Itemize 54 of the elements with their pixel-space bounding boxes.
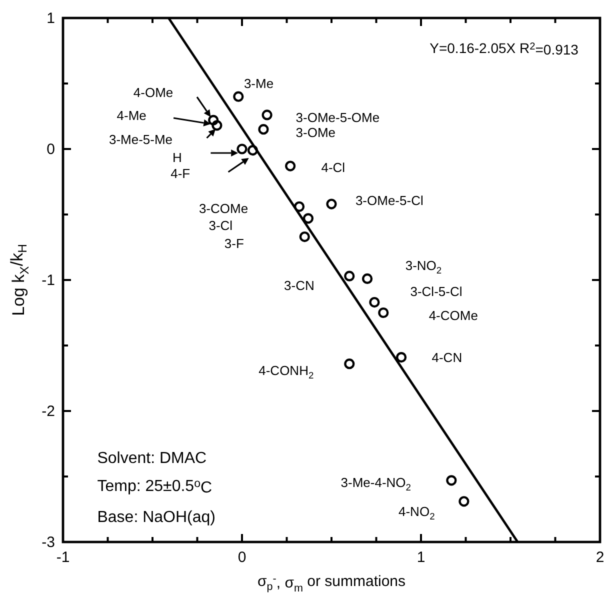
point — [302, 213, 314, 224]
annotation: 4-CONH$_{2}$ — [258, 363, 314, 380]
x-axis-title: σ$_{p}$$^{-}$, σ$_{m}$ or summations — [257, 573, 406, 594]
point — [458, 496, 470, 507]
annotation: 4-OMe — [133, 85, 174, 100]
annotation: 3-CN — [284, 278, 314, 293]
annotation: 4-Cl — [321, 160, 346, 175]
point — [262, 110, 272, 120]
annotation: Y=0.16-2.05X R$^{2}$=0.913 — [430, 40, 579, 58]
annotation: 3-NO$_{2}$ — [405, 258, 442, 276]
point — [294, 201, 305, 212]
annotation: 3-Cl — [208, 218, 233, 233]
annotation: 3-Cl-5-Cl — [410, 284, 462, 299]
point — [212, 120, 222, 131]
x-tick-label: 1 — [416, 549, 426, 566]
point — [396, 352, 407, 363]
annotation: 3-OMe-5-OMe — [296, 110, 380, 125]
annotation: 3-Me — [244, 76, 274, 91]
point — [258, 124, 269, 135]
point — [378, 307, 389, 318]
point — [446, 475, 457, 486]
y-tick-label: -1 — [42, 272, 55, 289]
point — [326, 198, 337, 210]
point — [369, 296, 380, 308]
annotation: 3-COMe — [198, 201, 248, 216]
annotation: 3-F — [224, 236, 244, 251]
point — [236, 144, 248, 154]
annotation: 3-Me-5-Me — [108, 132, 173, 147]
point — [208, 114, 219, 126]
y-tick-label: -2 — [42, 403, 55, 420]
x-tick-label: 2 — [596, 549, 604, 566]
point — [362, 273, 373, 284]
point — [344, 270, 355, 282]
point — [285, 160, 296, 172]
annotation: 4-COMe — [428, 308, 478, 323]
point — [344, 358, 355, 370]
x-tick-label: 0 — [238, 549, 246, 566]
annotation: H — [172, 150, 182, 165]
annotation: Base: NaOH(aq) — [97, 509, 216, 526]
annotation: 4-Me — [116, 108, 146, 123]
annotation: Temp: 25±0.5$^{o}$C — [97, 478, 212, 497]
y-tick-label: 1 — [46, 10, 55, 27]
annotation: Solvent: DMAC — [97, 450, 207, 467]
point — [299, 231, 310, 242]
point — [247, 145, 258, 156]
annotation: 3-Me-4-NO$_{2}$ — [340, 475, 412, 492]
annotation: 3-OMe-5-Cl — [355, 193, 424, 208]
annotation: 4-CN — [432, 350, 462, 365]
point — [233, 91, 244, 102]
annotation: 4-F — [170, 166, 190, 181]
y-tick-label: 0 — [46, 141, 55, 158]
annotation: 3-OMe — [296, 125, 336, 140]
y-tick-label: -3 — [42, 534, 55, 551]
annotation: 4-NO$_{2}$ — [398, 504, 435, 522]
